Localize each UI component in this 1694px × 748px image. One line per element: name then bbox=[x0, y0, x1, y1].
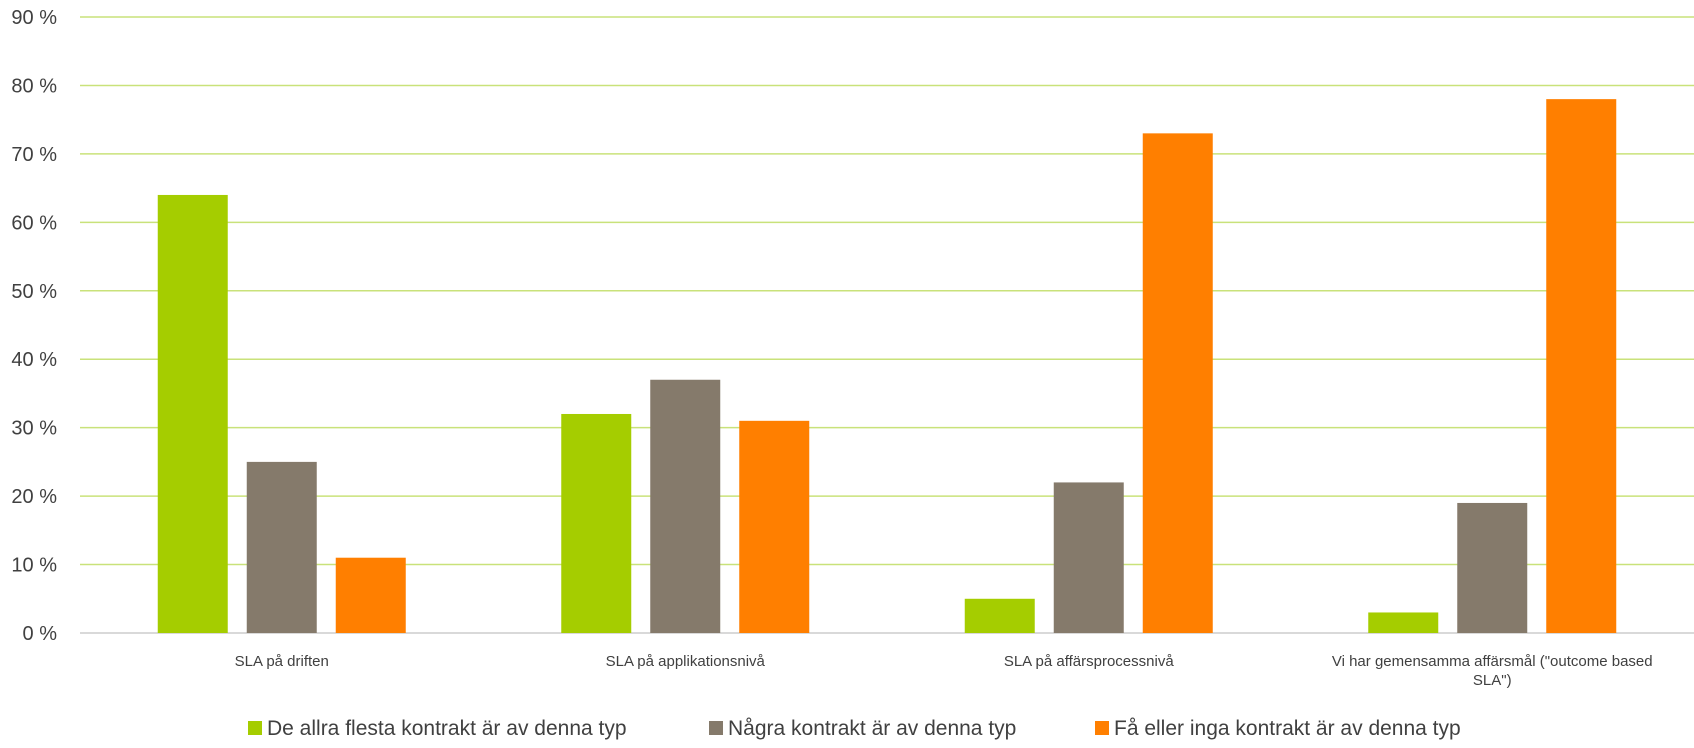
x-tick-label: SLA på driften bbox=[235, 653, 329, 670]
y-tick-label: 80 % bbox=[11, 75, 57, 97]
bar bbox=[1368, 612, 1439, 633]
bar bbox=[1142, 133, 1213, 633]
y-tick-label: 10 % bbox=[11, 555, 57, 577]
legend-swatch bbox=[248, 721, 262, 735]
bars bbox=[157, 99, 1617, 634]
y-tick-label: 30 % bbox=[11, 418, 57, 440]
bar bbox=[1457, 502, 1528, 633]
bar bbox=[739, 420, 810, 633]
y-tick-label: 0 % bbox=[23, 623, 58, 645]
y-tick-label: 70 % bbox=[11, 144, 57, 166]
legend-label: De allra flesta kontrakt är av denna typ bbox=[267, 717, 627, 740]
bar bbox=[1546, 99, 1617, 634]
bar bbox=[246, 461, 317, 633]
bar bbox=[1053, 482, 1124, 633]
y-axis: 0 % 10 % 20 % 30 % 40 % 50 % 60 % 70 % 80 % 90 % bbox=[11, 7, 57, 645]
x-tick-label: SLA på applikationsnivå bbox=[606, 653, 766, 670]
legend-label: Få eller inga kontrakt är av denna typ bbox=[1114, 717, 1461, 740]
x-tick-label: SLA") bbox=[1473, 672, 1512, 689]
y-tick-label: 50 % bbox=[11, 281, 57, 303]
y-tick-label: 90 % bbox=[11, 7, 57, 29]
legend: De allra flesta kontrakt är av denna typ… bbox=[248, 717, 1461, 740]
bar bbox=[335, 557, 406, 633]
legend-label: Några kontrakt är av denna typ bbox=[728, 717, 1016, 740]
gridlines bbox=[80, 16, 1694, 634]
y-tick-label: 40 % bbox=[11, 349, 57, 371]
legend-swatch bbox=[709, 721, 723, 735]
bar bbox=[964, 598, 1035, 633]
x-tick-label: Vi har gemensamma affärsmål ("outcome ba… bbox=[1332, 653, 1653, 670]
bar bbox=[561, 413, 632, 633]
x-tick-label: SLA på affärsprocessnivå bbox=[1004, 653, 1174, 670]
y-tick-label: 20 % bbox=[11, 486, 57, 508]
x-axis: SLA på driften SLA på applikationsnivå SLA… bbox=[235, 653, 1653, 689]
y-tick-label: 60 % bbox=[11, 212, 57, 234]
legend-swatch bbox=[1095, 721, 1109, 735]
bar bbox=[157, 194, 228, 633]
bar bbox=[650, 379, 721, 633]
